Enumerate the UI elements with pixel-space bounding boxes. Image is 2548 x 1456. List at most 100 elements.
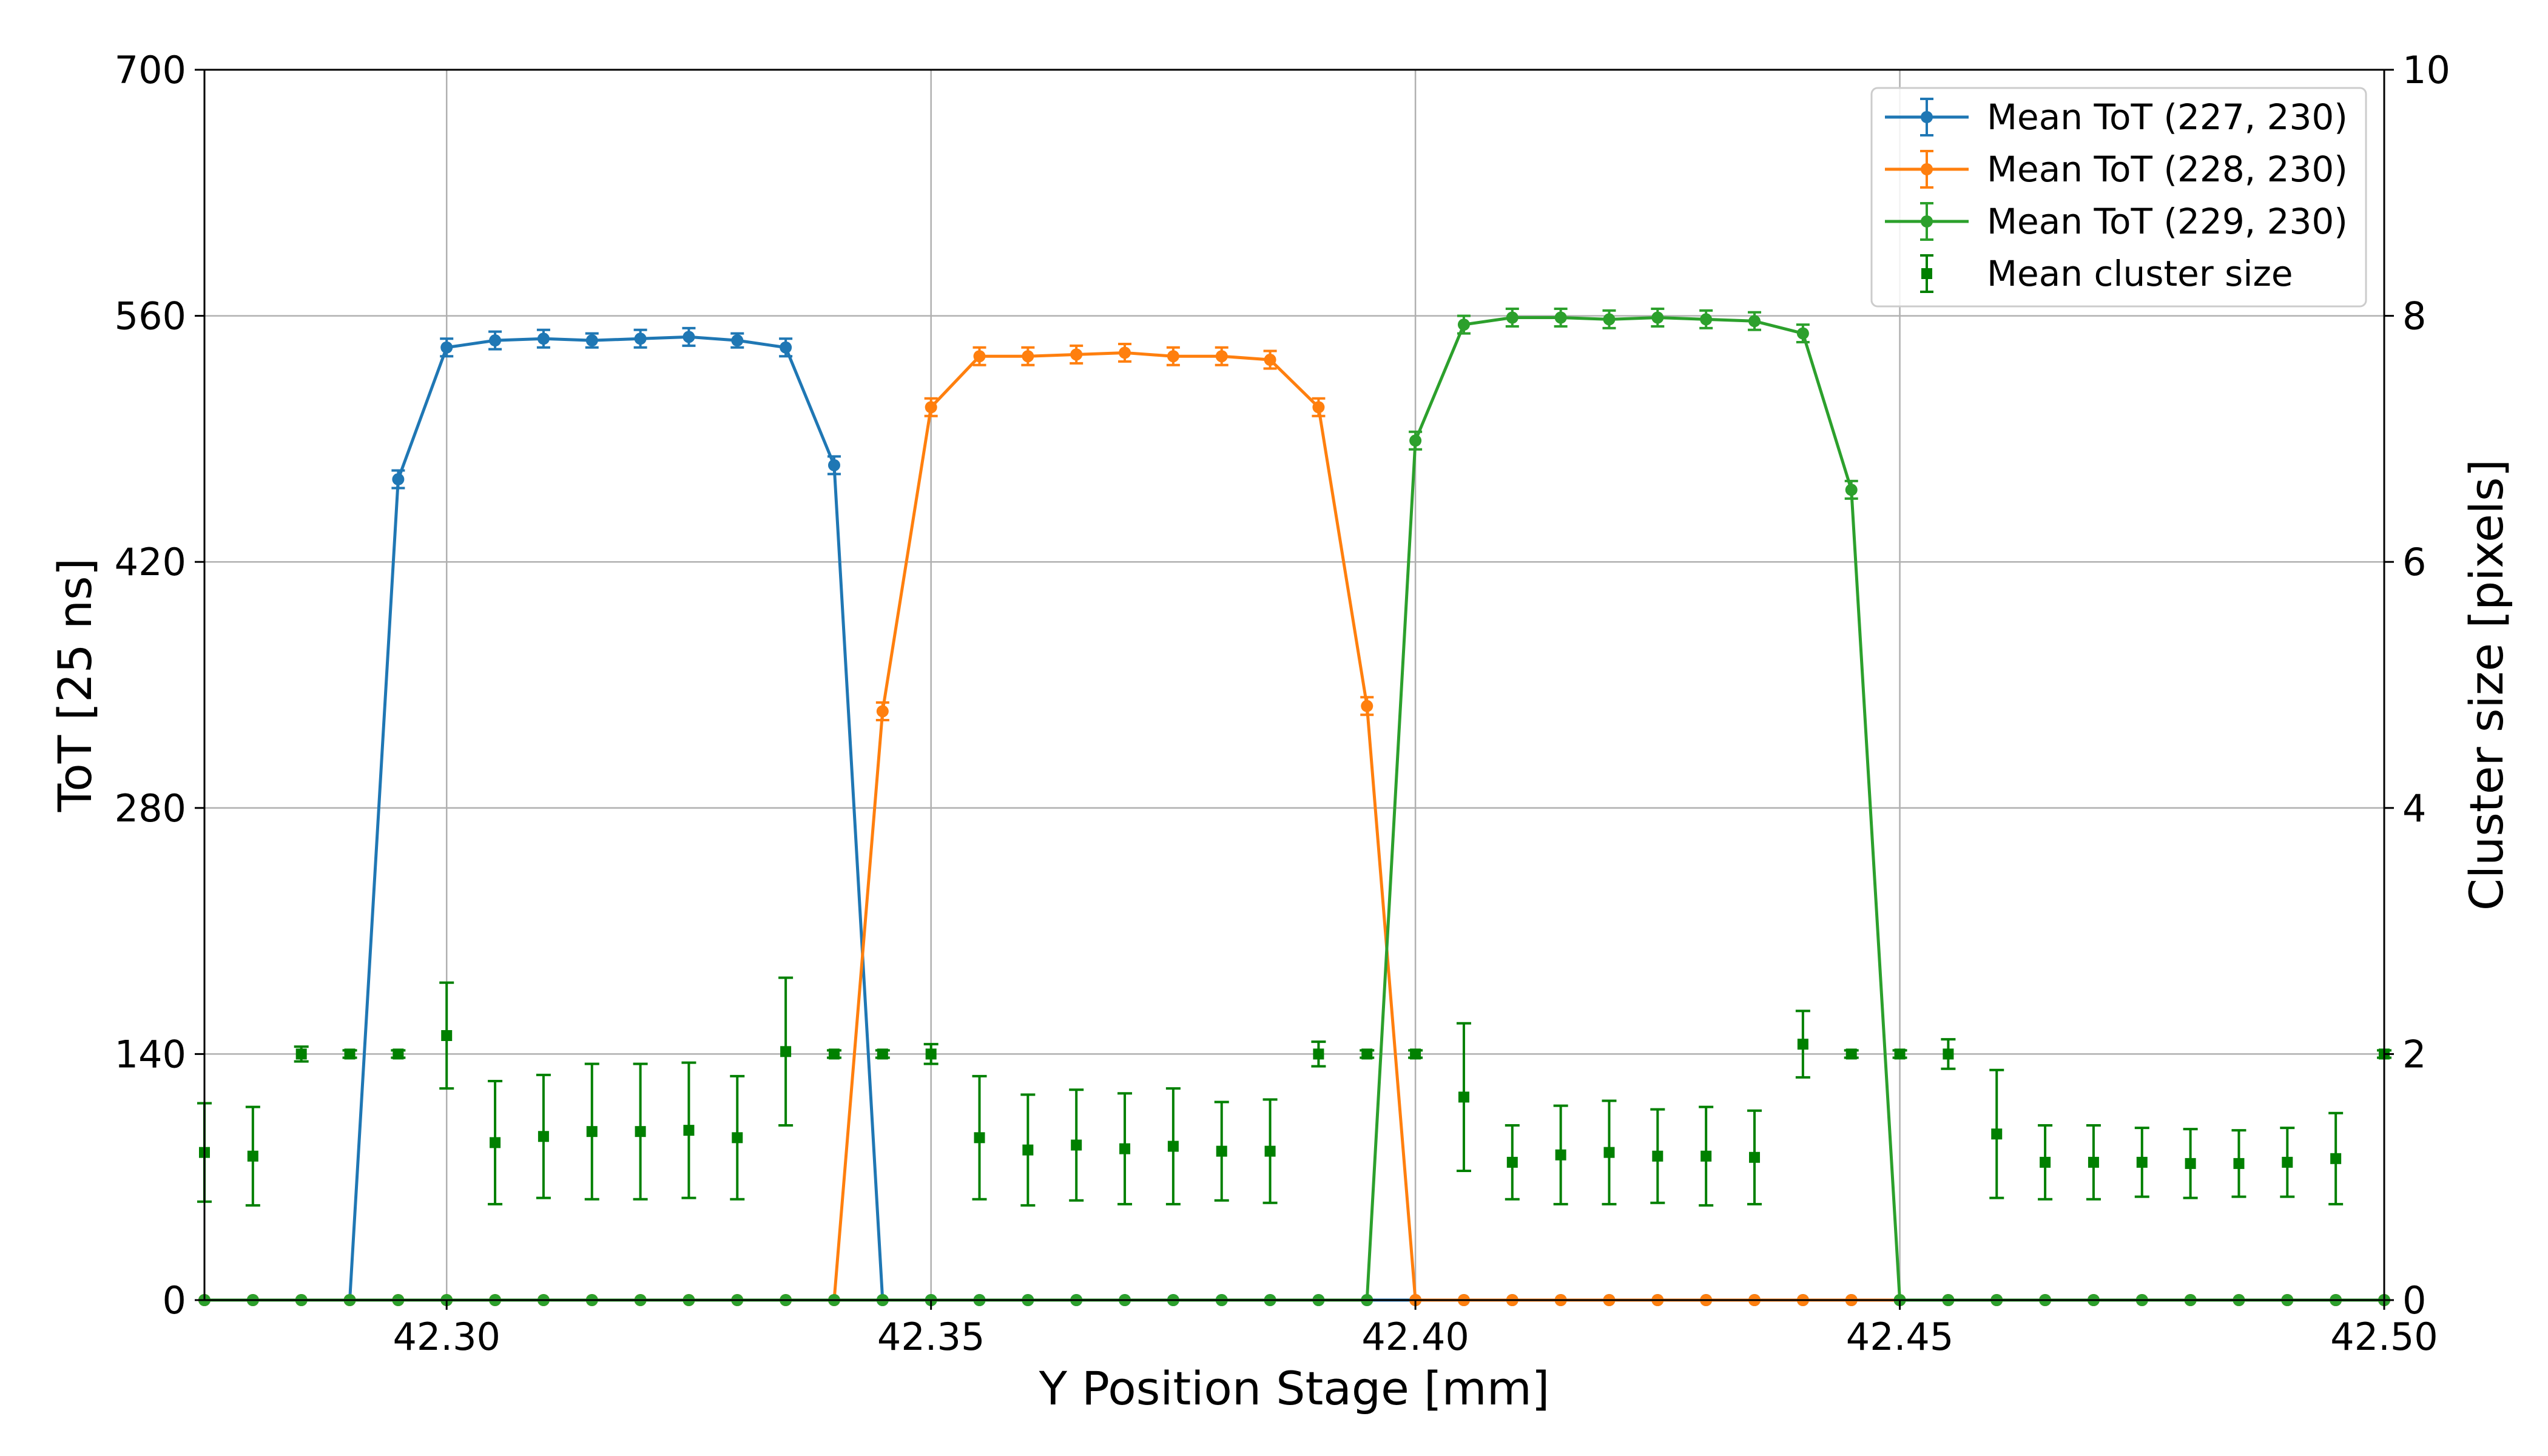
data-point xyxy=(1603,313,1616,326)
x-tick-label: 42.50 xyxy=(2330,1315,2438,1359)
data-point xyxy=(2040,1156,2051,1168)
data-point xyxy=(392,473,405,486)
data-point xyxy=(537,332,550,345)
data-point xyxy=(1506,1156,1518,1168)
y-axis-title: ToT [25 ns] xyxy=(48,558,102,813)
y2-tick-label: 8 xyxy=(2402,294,2426,339)
data-point xyxy=(635,1126,646,1138)
data-point xyxy=(731,334,744,347)
y2-tick-label: 6 xyxy=(2402,540,2426,584)
data-point xyxy=(247,1150,258,1162)
data-point xyxy=(1458,1091,1469,1103)
y2-tick-label: 10 xyxy=(2402,48,2450,92)
data-point xyxy=(732,1132,743,1144)
legend-item: Mean ToT (227, 230) xyxy=(1885,96,2348,138)
data-point xyxy=(2136,1156,2148,1168)
data-point xyxy=(1555,1149,1566,1161)
data-point xyxy=(1845,484,1858,496)
y2-axis-title: Cluster size [pixels] xyxy=(2459,459,2513,911)
data-point xyxy=(1749,1151,1761,1163)
data-point xyxy=(877,1048,888,1060)
data-point xyxy=(1070,348,1083,361)
data-point xyxy=(1215,350,1228,363)
data-point xyxy=(585,334,598,347)
data-point xyxy=(1894,1048,1906,1060)
data-point xyxy=(393,1048,404,1060)
data-point xyxy=(440,341,453,354)
data-point xyxy=(538,1131,549,1142)
x-axis-title: Y Position Stage [mm] xyxy=(1039,1361,1550,1415)
data-point xyxy=(1457,318,1470,331)
data-point xyxy=(1554,311,1567,324)
y2-tick-label: 0 xyxy=(2402,1278,2426,1323)
data-point xyxy=(1119,1143,1131,1154)
data-point xyxy=(295,1048,307,1060)
data-point xyxy=(1167,350,1179,363)
ticks: 42.30 42.35 42.40 42.45 42.50014028042056070… xyxy=(115,48,2450,1359)
data-point xyxy=(2185,1158,2196,1169)
data-point xyxy=(683,1125,695,1136)
data-point xyxy=(1022,1144,1034,1156)
legend-marker-icon xyxy=(1921,111,1933,123)
data-point xyxy=(1313,1048,1324,1060)
y-tick-label: 0 xyxy=(163,1278,186,1323)
data-point xyxy=(1216,1145,1227,1157)
data-point xyxy=(2282,1156,2293,1168)
legend-box xyxy=(1870,87,2367,308)
series-4 xyxy=(197,976,2391,1207)
data-point xyxy=(1071,1139,1082,1151)
data-point xyxy=(925,1048,937,1060)
data-point xyxy=(634,332,647,345)
legend-marker-icon xyxy=(1921,268,1932,279)
data-point xyxy=(1167,1141,1179,1152)
data-point xyxy=(1410,1048,1421,1060)
data-point xyxy=(780,341,792,354)
data-point xyxy=(344,1048,356,1060)
x-tick-label: 42.35 xyxy=(877,1315,985,1359)
data-point xyxy=(1651,311,1664,324)
data-point xyxy=(2330,1153,2342,1164)
x-tick-label: 42.40 xyxy=(1361,1315,1469,1359)
data-point xyxy=(1264,354,1276,366)
data-point xyxy=(1796,327,1809,340)
data-point xyxy=(1361,699,1373,712)
data-point xyxy=(974,1132,985,1144)
legend-label: Mean ToT (229, 230) xyxy=(1987,201,2348,242)
x-tick-label: 42.30 xyxy=(393,1315,500,1359)
data-point xyxy=(925,401,937,414)
y2-tick-label: 4 xyxy=(2402,786,2426,831)
data-point xyxy=(828,1048,840,1060)
data-point xyxy=(1797,1039,1808,1050)
y-tick-label: 140 xyxy=(115,1032,186,1076)
legend-label: Mean cluster size xyxy=(1987,253,2293,294)
data-point xyxy=(1409,434,1422,447)
legend-item: Mean ToT (228, 230) xyxy=(1885,149,2348,190)
data-point xyxy=(827,459,840,471)
data-point xyxy=(489,334,502,347)
data-point xyxy=(1943,1048,1954,1060)
y-tick-label: 420 xyxy=(115,540,186,584)
legend: Mean ToT (227, 230) Mean ToT (228, 230) Me… xyxy=(1870,87,2367,308)
data-point xyxy=(682,331,695,343)
y2-tick-label: 2 xyxy=(2402,1032,2426,1076)
data-point xyxy=(1845,1048,1857,1060)
plot-frame xyxy=(203,69,2385,1301)
y-tick-label: 700 xyxy=(115,48,186,92)
y-tick-label: 280 xyxy=(115,786,186,831)
legend-item: Mean ToT (229, 230) xyxy=(1885,201,2348,242)
data-point xyxy=(2088,1156,2099,1168)
data-point xyxy=(973,350,986,363)
data-point xyxy=(1361,1048,1373,1060)
data-point xyxy=(1652,1150,1663,1162)
data-point xyxy=(1506,311,1518,324)
data-point xyxy=(1991,1128,2003,1140)
legend-item: Mean cluster size xyxy=(1920,253,2293,294)
data-point xyxy=(1700,1150,1712,1162)
data-point xyxy=(441,1030,453,1041)
legend-label: Mean ToT (227, 230) xyxy=(1987,96,2348,138)
data-point xyxy=(1700,313,1713,326)
data-point xyxy=(2233,1158,2245,1169)
x-tick-label: 42.45 xyxy=(1846,1315,1954,1359)
legend-marker-icon xyxy=(1921,163,1933,175)
data-point xyxy=(780,1046,792,1057)
